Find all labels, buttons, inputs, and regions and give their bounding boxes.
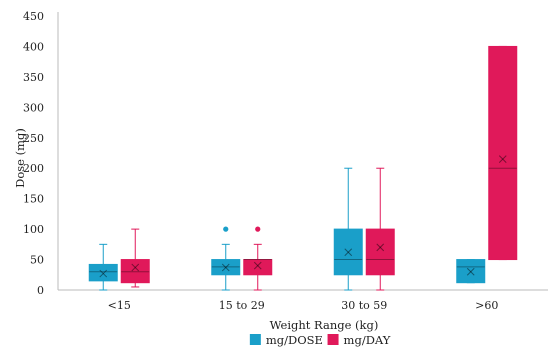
mean-marker	[376, 243, 385, 252]
legend-label: mg/DAY	[344, 333, 391, 347]
mean-marker	[344, 248, 353, 257]
box-mgdose-2	[333, 167, 363, 291]
mean-marker	[99, 269, 108, 278]
x-tick-label: >60	[475, 299, 498, 312]
x-tick-labels: <15 15 to 29 30 to 59 >60	[108, 299, 499, 312]
y-tick-label: 0	[37, 284, 44, 297]
mean-marker	[376, 243, 385, 252]
mean-marker	[498, 155, 507, 163]
y-tick-label: 50	[30, 254, 44, 267]
box-iqr	[88, 263, 118, 282]
mean-marker	[221, 263, 230, 272]
box-iqr	[211, 259, 241, 276]
y-tick-label: 200	[23, 162, 44, 175]
mean-marker	[498, 155, 507, 163]
legend: mg/DOSE mg/DAY	[249, 333, 391, 347]
mean-marker	[131, 263, 140, 272]
outlier-point	[223, 226, 229, 232]
x-axis-title: Weight Range (kg)	[270, 318, 379, 332]
mean-marker	[344, 248, 353, 257]
box-iqr	[488, 45, 518, 261]
y-tick-labels: 0 50 100 150 200 250 300 350 400 450	[23, 10, 44, 297]
mean-marker	[99, 269, 108, 278]
y-axis-title: Dose (mg)	[13, 128, 27, 188]
box-mgday-0	[120, 228, 150, 288]
mean-marker	[253, 261, 262, 270]
mean-marker	[131, 263, 140, 272]
box-iqr	[120, 259, 150, 284]
mean-marker	[466, 267, 475, 276]
legend-swatch	[327, 334, 339, 345]
y-tick-label: 100	[23, 223, 44, 236]
y-tick-label: 400	[23, 40, 44, 53]
y-tick-label: 150	[23, 193, 44, 206]
x-tick-label: <15	[108, 299, 131, 312]
box-mgday-2	[365, 167, 395, 291]
x-tick-label: 30 to 59	[341, 299, 387, 312]
box-iqr	[365, 228, 395, 276]
box-iqr	[333, 228, 363, 276]
mean-marker	[253, 261, 262, 270]
box-mgdose-0	[88, 243, 118, 291]
mean-marker	[221, 263, 230, 272]
outlier-point	[255, 226, 261, 232]
y-tick-label: 450	[23, 10, 44, 23]
axes	[57, 12, 548, 291]
legend-label: mg/DOSE	[266, 333, 323, 347]
box-mgday-1	[243, 226, 273, 291]
x-tick-label: 15 to 29	[219, 299, 265, 312]
box-mgdose-1	[211, 226, 241, 291]
mean-marker	[466, 267, 475, 276]
y-tick-label: 350	[23, 71, 44, 84]
box-mgday-3	[488, 45, 518, 261]
box-iqr	[456, 259, 486, 284]
box-iqr	[243, 259, 273, 276]
legend-swatch	[249, 334, 261, 345]
box-mgdose-3	[456, 259, 486, 284]
y-tick-label: 300	[23, 101, 44, 114]
y-tick-label: 250	[23, 132, 44, 145]
box-series	[88, 45, 518, 291]
